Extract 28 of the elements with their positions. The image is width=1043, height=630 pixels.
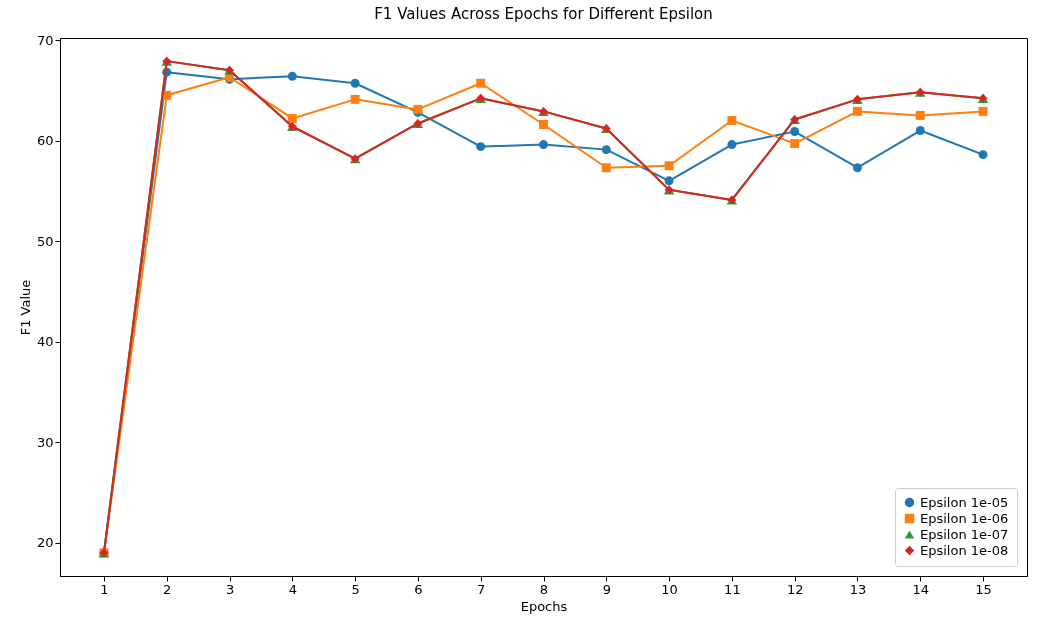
x-tick-label: 9 bbox=[602, 581, 611, 597]
x-tick-label: 14 bbox=[912, 581, 930, 597]
x-tick-label: 3 bbox=[225, 581, 235, 597]
y-tick-label: 60 bbox=[36, 133, 54, 149]
x-tick-label: 4 bbox=[288, 581, 297, 597]
x-tick-label: 7 bbox=[477, 581, 486, 597]
legend-label: Epsilon 1e-08 bbox=[920, 542, 1009, 558]
x-tick-label: 10 bbox=[661, 581, 678, 597]
x-tick-label: 6 bbox=[414, 581, 423, 597]
x-tick-label: 15 bbox=[975, 581, 992, 597]
x-axis-title: Epochs bbox=[520, 598, 568, 614]
legend-label: Epsilon 1e-07 bbox=[920, 526, 1009, 542]
x-tick-label: 2 bbox=[163, 581, 172, 597]
legend-label: Epsilon 1e-05 bbox=[920, 494, 1009, 510]
x-tick-label: 8 bbox=[539, 581, 549, 597]
chart-title: F1 Values Across Epochs for Different Epsilon bbox=[374, 5, 713, 24]
y-axis-title: F1 Value bbox=[17, 279, 33, 336]
x-tick-label: 12 bbox=[786, 581, 804, 597]
x-tick-label: 1 bbox=[100, 581, 109, 597]
y-tick-label: 70 bbox=[36, 32, 54, 48]
y-tick-label: 30 bbox=[36, 434, 54, 450]
y-tick-label: 50 bbox=[36, 233, 54, 249]
legend-label: Epsilon 1e-06 bbox=[920, 510, 1009, 526]
x-tick-label: 5 bbox=[351, 581, 360, 597]
y-tick-label: 40 bbox=[36, 334, 54, 350]
y-tick-label: 20 bbox=[36, 535, 54, 551]
x-tick-label: 11 bbox=[724, 581, 741, 597]
x-tick-label: 13 bbox=[849, 581, 867, 597]
